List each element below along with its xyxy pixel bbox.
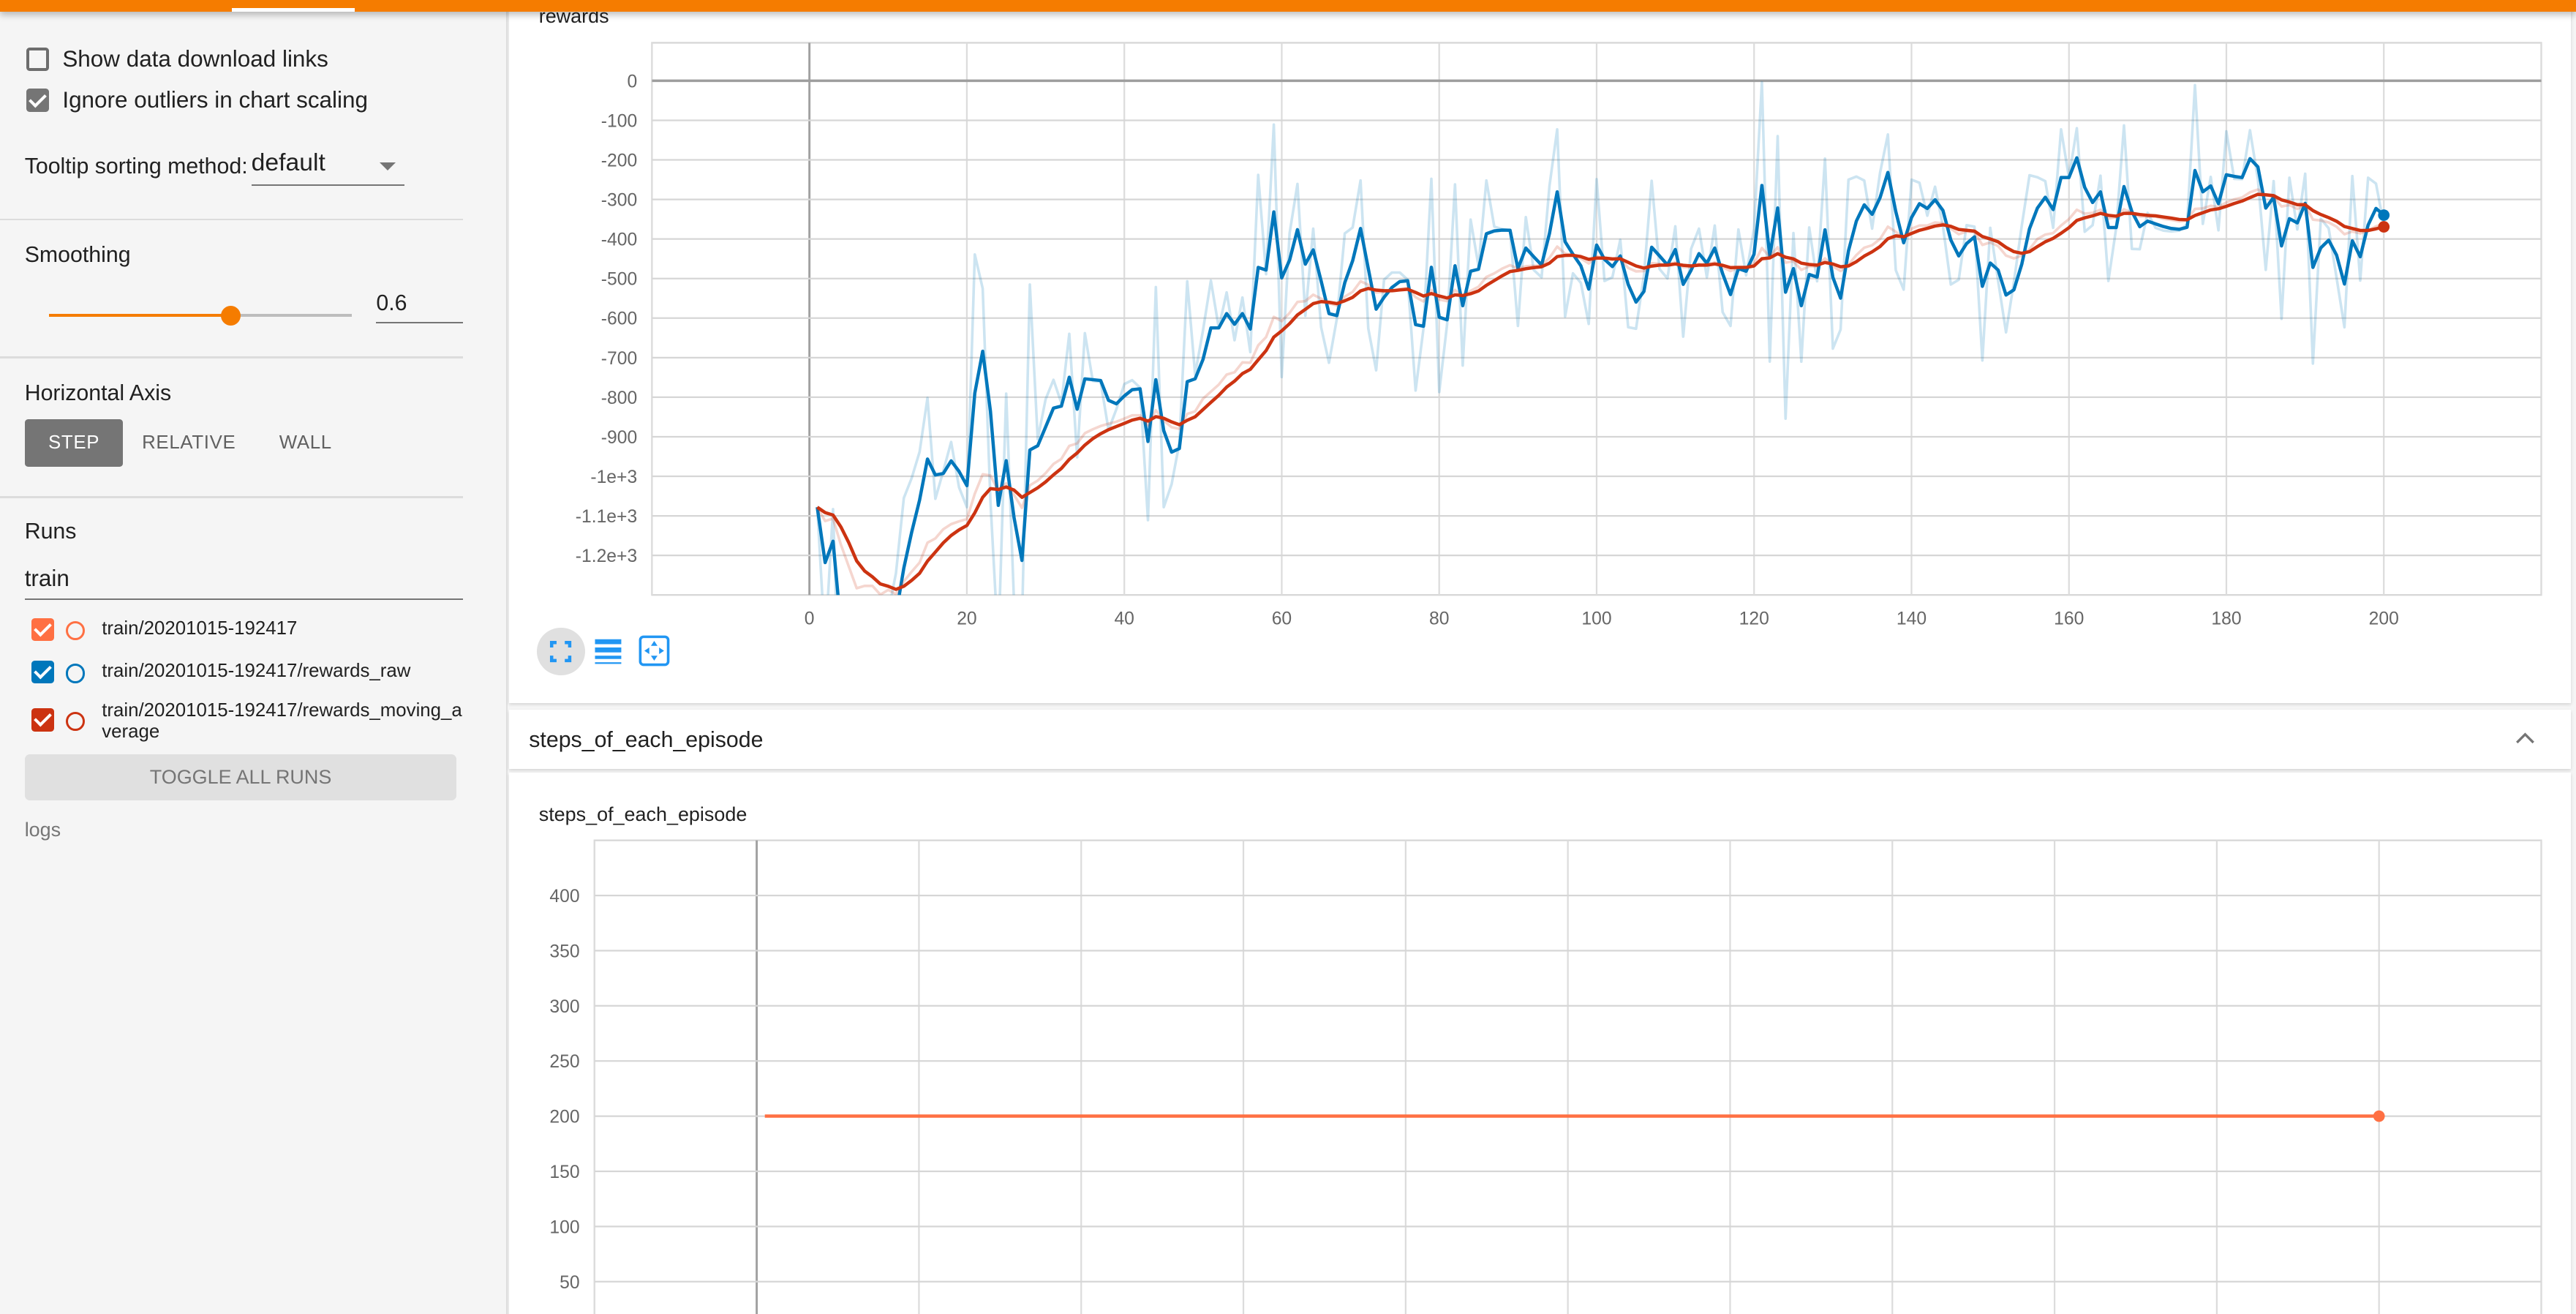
axis-wall-button[interactable]: WALL [279,432,332,453]
show-download-links-label: Show data download links [62,45,328,72]
y-tick-label: 0 [628,72,638,91]
input-underline [24,598,464,600]
run-color-circle[interactable] [65,664,86,683]
divider [0,218,464,220]
y-tick-label: -500 [601,270,637,290]
y-tick-label: -1e+3 [591,468,638,487]
fit-domain-icon [639,635,669,667]
y-tick-label: -1.2e+3 [576,547,637,566]
run-label-rewards-moving-average: train/20201015-192417/rewards_moving_ave… [102,699,462,743]
smoothing-value: 0.6 [376,290,407,315]
steps-chart[interactable]: 50 100 150 200 250 300 350 400 [509,830,2571,1314]
axis-relative-button[interactable]: RELATIVE [142,432,236,453]
smoothing-slider-thumb[interactable] [220,305,241,326]
top-toolbar [0,0,2576,12]
y-tick-label: -1.1e+3 [576,507,637,527]
rewards-chart[interactable]: 0 -100 -200 -300 -400 -500 -600 -700 -800 -900 -1e… [509,33,2571,641]
section-title: steps_of_each_episode [529,728,764,753]
y-tick-label: 200 [550,1108,580,1127]
ignore-outliers-label: Ignore outliers in chart scaling [62,87,368,113]
log-scale-toggle-button[interactable] [592,634,625,667]
divider [0,496,464,498]
logdir-label: logs [24,818,61,841]
run-checkbox-train[interactable] [31,617,55,641]
y-tick-label: -600 [601,309,637,329]
y-tick-label: -900 [601,428,637,448]
tooltip-sorting-label: Tooltip sorting method: [24,154,248,179]
x-tick-label: 140 [1897,609,1927,629]
y-tick-label: 350 [550,942,580,962]
active-tab-indicator [231,8,355,12]
steps-chart-card: steps_of_each_episode [509,772,2572,1314]
run-label-rewards-raw: train/20201015-192417/rewards_raw [102,660,411,681]
dropdown-arrow-icon [379,162,396,171]
x-tick-label: 200 [2369,609,2399,629]
y-tick-label: -700 [601,349,637,369]
smoothing-slider-fill [49,314,231,318]
series-end-point [2378,209,2390,221]
run-checkbox-rewards-moving-average[interactable] [31,708,55,732]
x-tick-label: 100 [1582,609,1612,629]
y-tick-label: 100 [550,1218,580,1238]
raw-series-line [816,80,2386,596]
smoothing-label: Smoothing [24,243,131,268]
runs-filter-input[interactable]: train [24,565,464,600]
x-tick-label: 80 [1429,609,1449,629]
y-tick-label: 250 [550,1052,580,1072]
x-tick-label: 40 [1115,609,1134,629]
run-checkbox-rewards-raw[interactable] [31,660,55,684]
x-tick-label: 20 [957,609,977,629]
chevron-up-icon[interactable] [2515,729,2535,746]
y-tick-label: -100 [601,111,637,131]
y-tick-label: 150 [550,1163,580,1182]
run-label-train: train/20201015-192417 [102,617,298,639]
fit-domain-button[interactable] [638,634,671,667]
sidebar: Show data download links Ignore outliers… [0,11,508,1314]
x-tick-label: 60 [1272,609,1292,629]
ignore-outliers-checkbox[interactable] [26,89,50,112]
smoothing-input[interactable]: 0.6 [376,290,464,324]
y-tick-label: 400 [550,887,580,906]
chart-title: steps_of_each_episode [538,803,747,826]
x-tick-label: 160 [2054,609,2084,629]
y-tick-label: -800 [601,388,637,408]
series-end-point [2373,1111,2385,1122]
y-tick-label: -300 [601,190,637,210]
runs-filter-value: train [24,565,69,591]
runs-label: Runs [24,519,77,544]
tooltip-sorting-dropdown[interactable]: default [251,149,404,186]
section-header[interactable]: steps_of_each_episode [509,710,2572,770]
tooltip-sorting-value: default [251,149,325,177]
horizontal-axis-label: Horizontal Axis [24,381,172,406]
y-tick-label: 50 [560,1273,579,1293]
show-download-links-checkbox[interactable] [26,48,50,71]
expand-icon [550,641,572,663]
divider [0,356,464,358]
toggle-all-runs-button[interactable]: TOGGLE ALL RUNS [24,754,457,800]
run-color-circle[interactable] [65,621,86,641]
y-tick-label: 300 [550,997,580,1017]
input-underline [376,322,464,324]
log-scale-icon [595,639,622,664]
y-tick-label: -200 [601,151,637,170]
y-tick-label: -400 [601,230,637,250]
run-color-circle[interactable] [65,711,86,731]
x-tick-label: 0 [805,609,815,629]
series-end-point [2378,221,2390,233]
dropdown-underline [251,184,404,186]
x-tick-label: 180 [2212,609,2242,629]
smoothed-series-line [816,192,2385,591]
expand-button[interactable] [537,628,585,676]
axis-step-button[interactable]: STEP [24,418,124,467]
series-group [816,80,2386,596]
smoothed-series-line [816,156,2386,596]
x-tick-label: 120 [1739,609,1769,629]
